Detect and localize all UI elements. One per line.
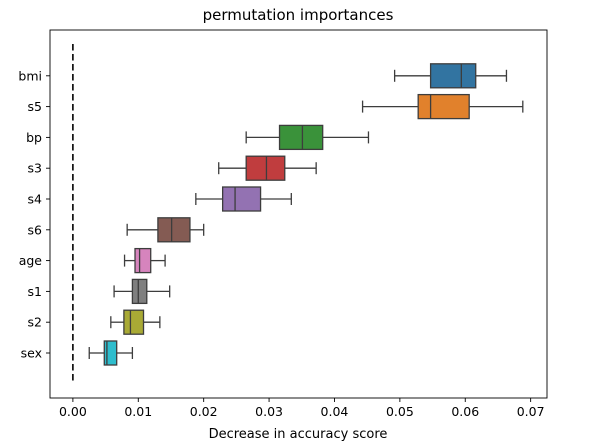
x-tick-label-1: 0.01 xyxy=(124,404,152,419)
boxplot-s2 xyxy=(110,309,161,335)
box-s5 xyxy=(417,93,470,120)
y-tick-label-s4: s4 xyxy=(28,192,43,207)
y-tick-label-bp: bp xyxy=(26,130,42,145)
x-tick-label-6: 0.06 xyxy=(451,404,479,419)
y-tick-label-age: age xyxy=(19,253,43,268)
box-sex xyxy=(103,340,118,366)
y-tick-label-bmi: bmi xyxy=(18,68,42,83)
y-tick-label-sex: sex xyxy=(21,346,42,361)
y-tick-label-s6: s6 xyxy=(28,222,43,237)
boxplot-s6 xyxy=(126,217,205,243)
box-age xyxy=(134,247,152,274)
boxplot-s5 xyxy=(361,93,524,120)
x-tick-label-5: 0.05 xyxy=(386,404,414,419)
x-tick-label-2: 0.02 xyxy=(190,404,218,419)
x-tick-label-4: 0.04 xyxy=(321,404,349,419)
boxplot-age xyxy=(123,247,166,274)
boxplot-bmi xyxy=(393,63,508,89)
box-s3 xyxy=(245,155,286,181)
boxplot-s1 xyxy=(113,278,171,305)
y-tick-label-s5: s5 xyxy=(28,99,42,114)
boxplot-bp xyxy=(245,124,370,151)
box-bmi xyxy=(429,63,477,89)
box-s6 xyxy=(157,217,191,243)
y-tick-label-s2: s2 xyxy=(28,315,42,330)
plot-area xyxy=(72,44,524,381)
box-s1 xyxy=(131,278,148,305)
y-tick-label-s3: s3 xyxy=(28,161,42,176)
x-tick-label-0: 0.00 xyxy=(59,404,87,419)
y-axis: bmi s5 bp s3 s4 s6 age s1 s2 sex xyxy=(18,68,50,361)
box-s4 xyxy=(221,186,262,212)
x-axis: 0.00 0.01 0.02 0.03 0.04 0.05 0.06 0.07 xyxy=(59,398,545,419)
x-axis-label: Decrease in accuracy score xyxy=(209,427,388,442)
x-tick-label-3: 0.03 xyxy=(255,404,283,419)
box-bp xyxy=(278,124,324,151)
y-tick-label-s1: s1 xyxy=(28,284,42,299)
boxplot-s3 xyxy=(218,155,317,181)
box-s2 xyxy=(123,309,145,335)
boxplot-sex xyxy=(88,340,134,366)
x-tick-label-7: 0.07 xyxy=(517,404,545,419)
axes-frame xyxy=(49,29,548,399)
boxplot-s4 xyxy=(195,186,292,212)
chart-title: permutation importances xyxy=(203,6,394,24)
